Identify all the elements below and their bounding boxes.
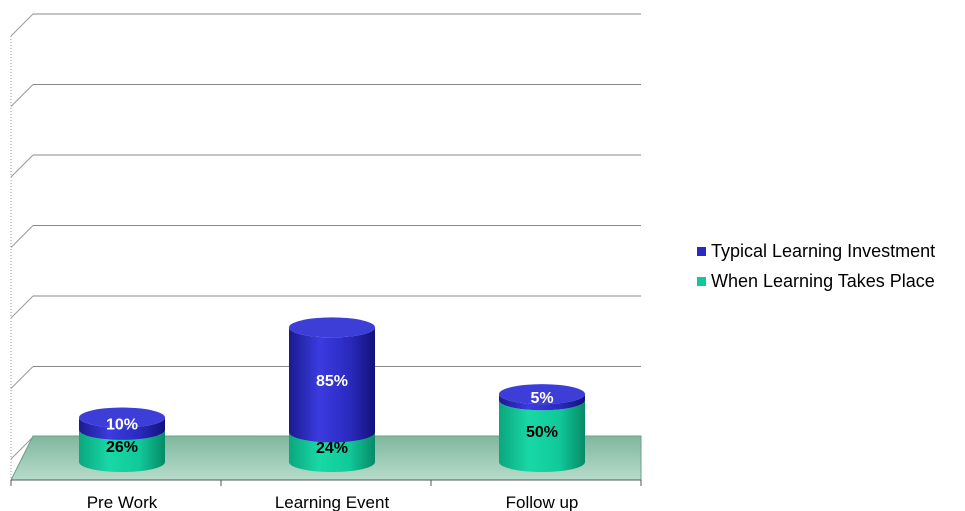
bar-segment — [499, 400, 585, 472]
bar-segment — [289, 327, 375, 443]
data-label: 10% — [106, 417, 138, 434]
gridline-slant — [10, 13, 34, 37]
x-axis: Pre Work Learning Event Follow up — [10, 479, 642, 511]
legend-swatch-typical-learning-investment — [697, 246, 706, 256]
bar-segment — [289, 432, 375, 472]
legend: Typical Learning Investment When Learnin… — [697, 236, 935, 296]
legend-item-when-learning-takes-place: When Learning Takes Place — [697, 266, 935, 296]
gridline-slant — [10, 295, 34, 319]
gridline-slant — [10, 436, 34, 460]
legend-item-typical-learning-investment: Typical Learning Investment — [697, 236, 935, 266]
legend-label-typical-learning-investment: Typical Learning Investment — [711, 240, 936, 261]
data-label: 85% — [316, 373, 348, 390]
legend-swatch-when-learning-takes-place — [697, 276, 706, 286]
bar-top-cap — [79, 407, 165, 428]
bar-segment — [79, 417, 165, 440]
gridline-slant — [10, 366, 34, 389]
data-label: 24% — [316, 440, 348, 457]
legend-label-when-learning-takes-place: When Learning Takes Place — [711, 270, 935, 291]
bar-segment — [499, 394, 585, 411]
x-tick-label: Pre Work — [87, 493, 158, 511]
gridline-slant — [10, 154, 34, 178]
gridline-slant — [10, 225, 34, 248]
x-tick-label: Learning Event — [275, 493, 390, 511]
gridline-slant — [10, 84, 34, 107]
data-label: 50% — [526, 424, 558, 441]
data-label: 5% — [530, 390, 553, 407]
bar-top-cap — [499, 384, 585, 405]
bar-segment — [79, 429, 165, 472]
bar-top-cap — [289, 317, 375, 338]
bars: 26% 10% 24% 85% 50% 5% — [79, 317, 585, 472]
data-label: 26% — [106, 439, 138, 456]
x-tick-label: Follow up — [506, 493, 579, 511]
